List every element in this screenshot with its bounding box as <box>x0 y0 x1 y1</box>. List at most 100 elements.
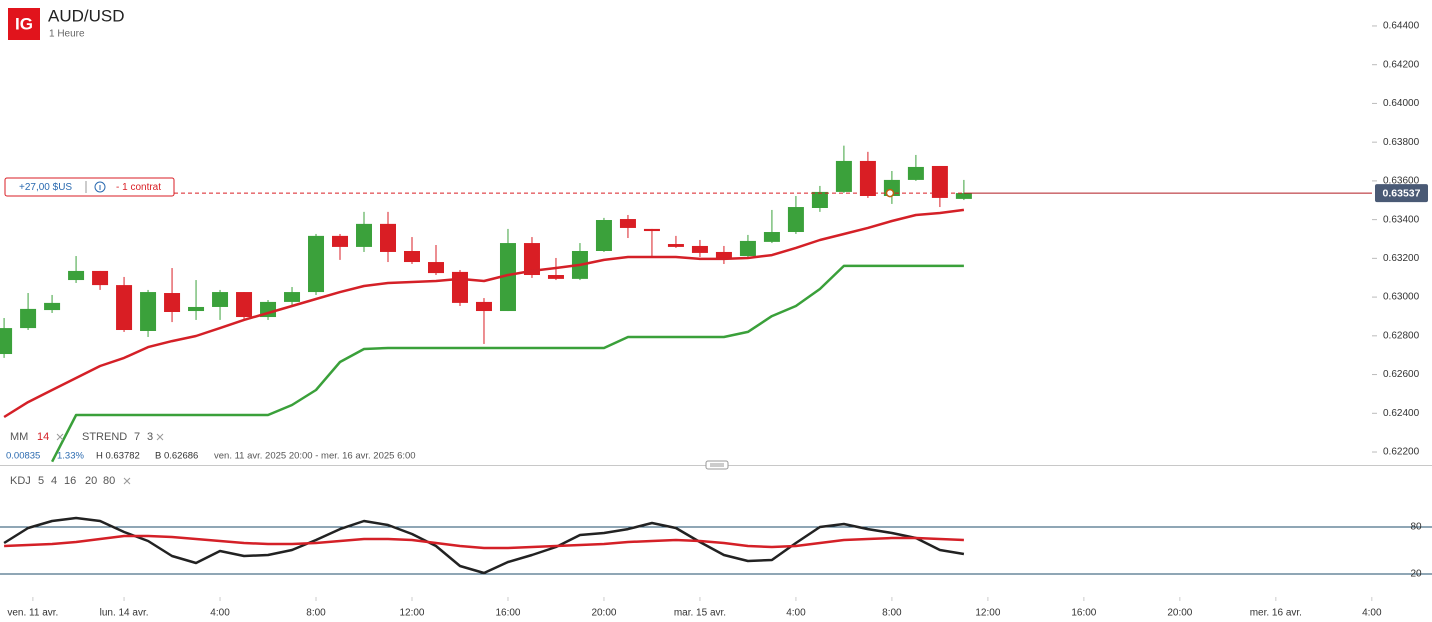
kdj-param: 20 <box>85 475 97 487</box>
candle-body <box>451 271 468 303</box>
y-tick-label: 0.64400 <box>1383 21 1420 32</box>
legend-param: 14 <box>37 431 49 443</box>
indicator-legend: MM 14 STREND 7 3 0.00835 1.33% H 0.63782… <box>6 431 416 487</box>
x-tick-label: 12:00 <box>399 608 424 619</box>
candle-body <box>356 223 373 247</box>
x-tick-label: 16:00 <box>1071 608 1096 619</box>
legend-name: MM <box>10 431 28 443</box>
indicator-line <box>50 264 964 463</box>
change-pct: 1.33% <box>57 451 84 462</box>
candle-body <box>212 292 229 307</box>
candle-body <box>667 244 684 247</box>
y-tick-label: 0.62200 <box>1383 447 1420 458</box>
candle-body <box>787 207 804 233</box>
kdj-title: KDJ <box>10 475 31 487</box>
y-tick-label: 0.62600 <box>1383 369 1420 380</box>
logo-box <box>8 8 40 40</box>
position-size: - 1 contrat <box>116 182 161 193</box>
price-pane <box>0 145 972 463</box>
candle-body <box>403 250 420 263</box>
candle-body <box>715 251 732 259</box>
candle-body <box>643 228 660 232</box>
candle-body <box>92 270 109 286</box>
y-tick-label: 80 <box>1410 522 1422 533</box>
y-tick-label: 20 <box>1410 569 1422 580</box>
y-tick-label: 0.63000 <box>1383 292 1420 303</box>
kdj-param: 80 <box>103 475 115 487</box>
candle-body <box>164 293 181 313</box>
y-tick-label: 0.63800 <box>1383 137 1420 148</box>
candle-body <box>380 223 397 252</box>
candle-body <box>140 292 157 331</box>
indicator-line <box>3 516 965 575</box>
x-tick-label: mar. 15 avr. <box>674 608 726 619</box>
x-tick-label: 8:00 <box>882 608 902 619</box>
remove-icon[interactable] <box>123 477 131 485</box>
remove-icon[interactable] <box>156 433 164 441</box>
legend-param: 7 <box>134 431 140 443</box>
x-tick-label: mer. 16 avr. <box>1250 608 1302 619</box>
y-tick-label: 0.62800 <box>1383 330 1420 341</box>
x-tick-label: 4:00 <box>1362 608 1382 619</box>
instrument-title: AUD/USD <box>48 6 125 25</box>
position-box[interactable]: +27,00 $US - 1 contrat <box>4 177 175 197</box>
candle-body <box>739 240 756 257</box>
kdj-param: 16 <box>64 475 76 487</box>
candle-body <box>20 308 37 329</box>
y-tick-label: 0.62400 <box>1383 408 1420 419</box>
candle-body <box>931 165 948 198</box>
x-tick-label: 8:00 <box>306 608 326 619</box>
x-tick-label: 4:00 <box>786 608 806 619</box>
candle-body <box>835 160 852 192</box>
candle-body <box>44 302 61 311</box>
legend-name: STREND <box>82 431 127 443</box>
candle-body <box>859 160 876 196</box>
candle-body <box>68 270 85 281</box>
candle-body <box>284 292 301 302</box>
range: ven. 11 avr. 2025 20:00 - mer. 16 avr. 2… <box>214 451 416 462</box>
change: 0.00835 <box>6 451 40 462</box>
candle-body <box>308 235 325 293</box>
logo: IG <box>15 14 33 33</box>
candle-body <box>619 219 636 228</box>
position-pnl: +27,00 $US <box>19 182 72 193</box>
x-tick-label: 16:00 <box>495 608 520 619</box>
high: H 0.63782 <box>96 451 140 462</box>
kdj-pane <box>0 516 1432 575</box>
x-tick-label: 4:00 <box>210 608 230 619</box>
candle-body <box>763 232 780 242</box>
indicator-line <box>4 534 964 550</box>
indicator-line <box>3 208 965 419</box>
info-icon[interactable] <box>94 181 106 193</box>
timeframe[interactable]: 1 Heure <box>49 29 85 40</box>
x-tick-label: 20:00 <box>1167 608 1192 619</box>
candle-body <box>475 301 492 312</box>
position-marker <box>885 188 895 198</box>
position-frame <box>4 177 175 197</box>
remove-icon[interactable] <box>56 433 64 441</box>
candle-body <box>955 193 972 199</box>
last-price-label: 0.63537 <box>1383 187 1421 199</box>
candle-body <box>811 191 828 209</box>
pane-resize-handle[interactable] <box>705 460 729 470</box>
candle-body <box>595 220 612 251</box>
last-price-box <box>1375 184 1428 203</box>
candle-body <box>427 262 444 274</box>
legend-param: 3 <box>147 431 153 443</box>
candle-body <box>332 235 349 247</box>
candle-body <box>547 275 564 279</box>
candle-body <box>188 306 205 312</box>
kdj-param: 5 <box>38 475 44 487</box>
x-tick-label: lun. 14 avr. <box>100 608 149 619</box>
x-tick-label: ven. 11 avr. <box>7 608 58 619</box>
y-tick-label: 0.64000 <box>1383 98 1420 109</box>
kdj-param: 4 <box>51 475 57 487</box>
candle-body <box>907 166 924 180</box>
x-tick-label: 12:00 <box>975 608 1000 619</box>
candle-body <box>499 243 516 312</box>
candle-body <box>523 243 540 276</box>
low: B 0.62686 <box>155 451 198 462</box>
y-tick-label: 0.63200 <box>1383 253 1420 264</box>
candle-body <box>116 285 133 331</box>
